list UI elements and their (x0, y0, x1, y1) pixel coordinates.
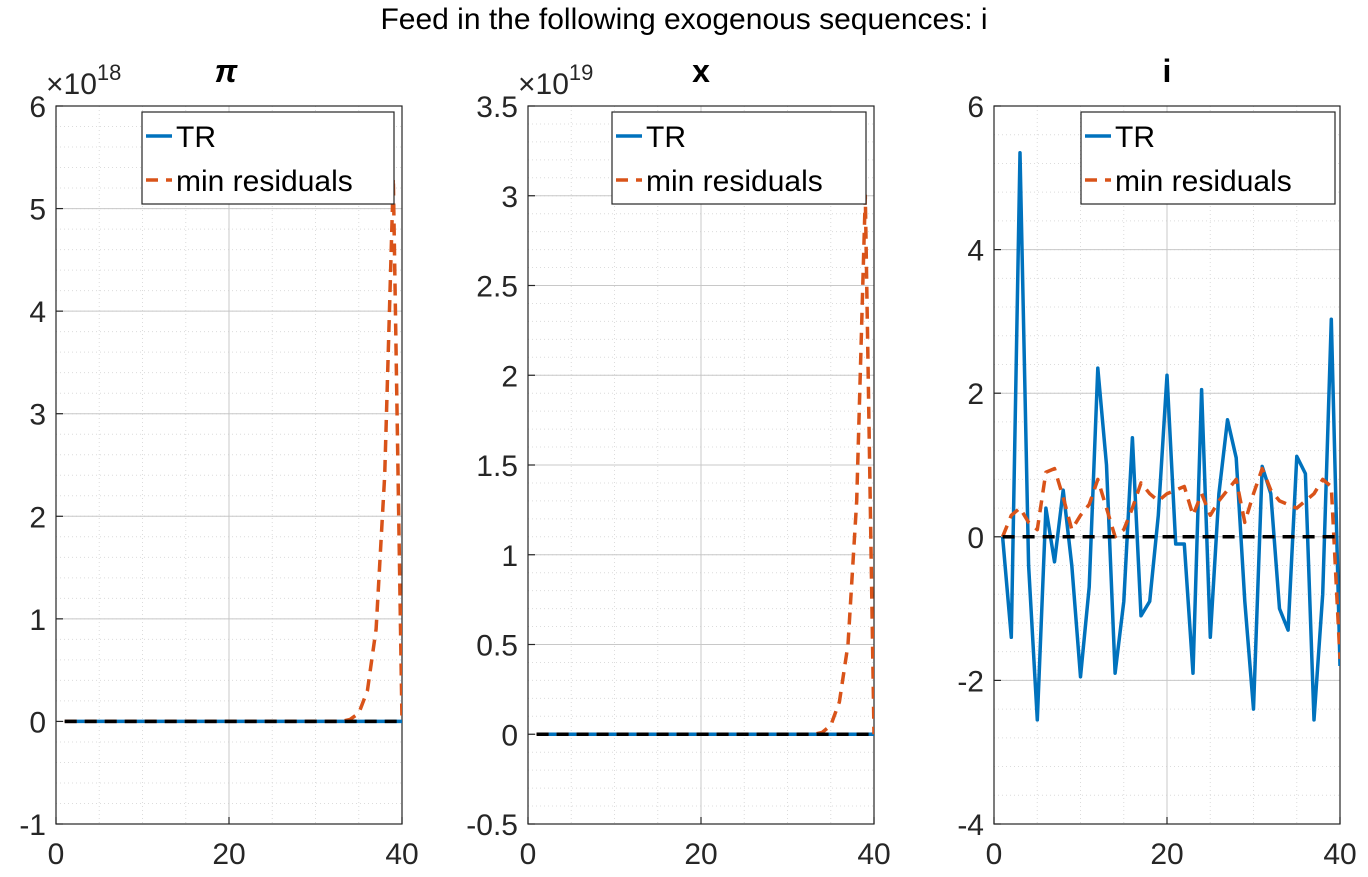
legend-label-min-residuals: min residuals (176, 165, 353, 198)
x-tick-label: 20 (684, 838, 717, 871)
y-axis-exponent-power: 18 (97, 60, 121, 85)
legend: TR min residuals (141, 111, 395, 205)
x-tick-label: 0 (986, 838, 1003, 871)
figure-title: Feed in the following exogenous sequence… (380, 3, 988, 36)
legend: TR min residuals (611, 111, 867, 205)
y-tick-label: 6 (29, 91, 46, 124)
y-tick-label: 3 (501, 181, 518, 214)
y-tick-label: 6 (967, 91, 984, 124)
y-tick-label: 0 (29, 706, 46, 739)
y-tick-label: 0 (501, 719, 518, 752)
series-line-tr (1000, 150, 1340, 722)
x-tick-label: 40 (857, 838, 890, 871)
legend-label-tr: TR (646, 121, 686, 154)
panel-title: x (692, 53, 710, 89)
legend-box (1080, 111, 1336, 205)
chart-panel-3: 0 20 40 -4 -2 0 2 4 6 iTR min residuals (957, 53, 1356, 871)
y-tick-label: 4 (29, 296, 46, 329)
y-tick-label: 2 (967, 378, 984, 411)
y-axis-exponent: ×1019 (518, 60, 593, 101)
y-tick-label: -4 (957, 809, 984, 842)
y-tick-label: -1 (19, 809, 46, 842)
x-tick-label: 40 (1323, 838, 1356, 871)
y-tick-label: 1 (29, 604, 46, 637)
y-tick-label: 2 (29, 501, 46, 534)
series-line-min-residuals (64, 176, 402, 724)
legend-box (611, 111, 867, 205)
x-tick-label: 20 (1150, 838, 1183, 871)
y-tick-label: -2 (957, 665, 984, 698)
y-tick-label: 3 (29, 399, 46, 432)
y-axis-exponent: ×1018 (46, 60, 121, 101)
legend: TR min residuals (1080, 111, 1336, 205)
y-tick-label: 0.5 (476, 630, 518, 663)
x-tick-label: 0 (520, 838, 537, 871)
legend-label-min-residuals: min residuals (646, 165, 823, 198)
y-tick-label: 1.5 (476, 450, 518, 483)
panel-title: i (1163, 53, 1172, 89)
legend-label-tr: TR (176, 121, 216, 154)
panel-title: π (215, 53, 239, 89)
y-tick-label: 4 (967, 235, 984, 268)
x-tick-label: 40 (385, 838, 418, 871)
x-tick-label: 0 (48, 838, 65, 871)
legend-box (141, 111, 395, 205)
y-tick-label: 3.5 (476, 91, 518, 124)
y-tick-label: 1 (501, 540, 518, 573)
y-tick-label: 2.5 (476, 271, 518, 304)
y-axis-exponent-power: 19 (569, 60, 593, 85)
y-tick-label: 2 (501, 360, 518, 393)
legend-label-min-residuals: min residuals (1115, 165, 1292, 198)
y-tick-label: -0.5 (466, 809, 518, 842)
x-tick-label: 20 (212, 838, 245, 871)
legend-label-tr: TR (1115, 121, 1155, 154)
y-tick-label: 0 (967, 522, 984, 555)
y-tick-label: 5 (29, 194, 46, 227)
series-line-min-residuals (1000, 466, 1340, 659)
